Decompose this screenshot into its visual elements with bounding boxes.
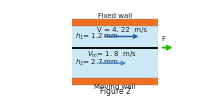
Text: Moving wall: Moving wall — [94, 84, 136, 90]
Text: Figure 2: Figure 2 — [100, 87, 130, 96]
Bar — [72, 26, 158, 47]
Bar — [72, 78, 158, 85]
Bar — [72, 47, 158, 49]
Text: Fixed wall: Fixed wall — [98, 13, 132, 19]
Text: F: F — [161, 36, 165, 42]
Bar — [72, 19, 158, 26]
Text: $h_2$= 2.7 mm: $h_2$= 2.7 mm — [75, 58, 118, 68]
Text: $V_m$= 1. 8  m/s: $V_m$= 1. 8 m/s — [87, 50, 137, 60]
Text: $h_1$= 1.2 mm: $h_1$= 1.2 mm — [75, 31, 118, 42]
Bar — [72, 49, 158, 78]
Text: V = 4. 22  m/s: V = 4. 22 m/s — [97, 27, 147, 33]
